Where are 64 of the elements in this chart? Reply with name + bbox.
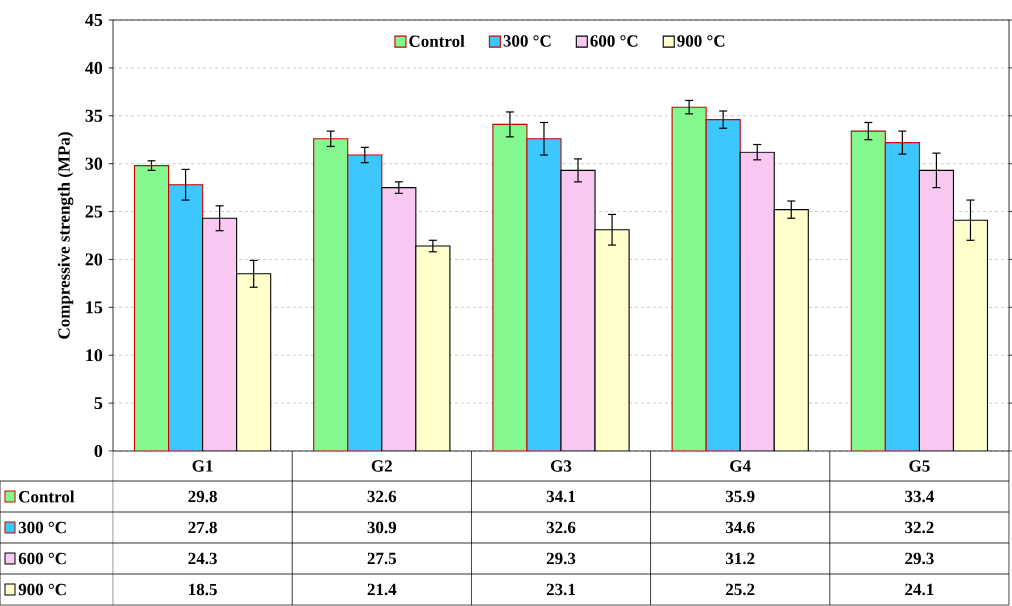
- data-label: 34.6: [725, 521, 755, 534]
- bar: [415, 245, 451, 451]
- data-label: 29.3: [546, 552, 576, 565]
- y-tick-label: 40: [85, 61, 103, 74]
- data-label: 25.2: [726, 583, 755, 596]
- data-label: 27.5: [367, 552, 397, 565]
- data-label: 24.1: [905, 583, 934, 596]
- y-tick-label: 10: [86, 349, 103, 362]
- y-tick-label: 20: [85, 253, 103, 266]
- text: 600 °C: [18, 552, 66, 565]
- text: 300 °C: [18, 521, 66, 534]
- bar: [492, 123, 528, 451]
- data-label: 35.9: [725, 490, 755, 503]
- data-label: 30.9: [367, 521, 397, 534]
- data-label: 32.2: [905, 521, 934, 534]
- bar: [594, 229, 630, 451]
- y-tick-label: 25: [85, 205, 103, 218]
- data-label: 24.3: [188, 552, 217, 565]
- bar: [381, 187, 417, 451]
- data-label: 29.3: [905, 552, 934, 565]
- legend-label: 600 °C: [590, 35, 638, 47]
- bar: [850, 130, 886, 451]
- text: Control: [19, 490, 75, 503]
- legend-label: 300 °C: [503, 35, 551, 47]
- bar: [313, 138, 349, 451]
- x-tick-label: G4: [730, 460, 751, 472]
- bar: [952, 219, 989, 451]
- data-label: 32.6: [367, 490, 397, 503]
- y-tick-label: 30: [85, 157, 103, 170]
- x-tick-label: G5: [909, 460, 930, 472]
- data-label: 27.8: [188, 521, 217, 534]
- data-label: 33.4: [905, 490, 934, 503]
- data-label: 29.8: [188, 490, 217, 503]
- legend-label: Control: [409, 34, 465, 47]
- bar: [133, 165, 170, 451]
- y-tick-label: 45: [85, 13, 103, 27]
- data-label: 23.1: [546, 583, 575, 596]
- y-tick-label: 5: [94, 397, 103, 410]
- data-label: 31.2: [725, 552, 755, 565]
- bar: [168, 184, 204, 451]
- bar: [560, 169, 596, 451]
- x-tick-label: G1: [192, 460, 213, 472]
- y-tick-label: 15: [86, 301, 103, 314]
- bar: [202, 217, 238, 451]
- bar: [347, 154, 383, 451]
- data-label: 34.1: [546, 490, 575, 503]
- legend-label: 900 °C: [677, 35, 725, 47]
- data-label: 21.4: [367, 583, 397, 596]
- y-tick-label: 0: [94, 444, 103, 458]
- bar: [773, 209, 809, 451]
- bar: [236, 273, 272, 451]
- x-tick-label: G2: [371, 460, 392, 472]
- bar: [739, 151, 775, 451]
- x-tick-label: G3: [550, 460, 572, 472]
- data-label: 18.5: [189, 583, 217, 596]
- bar: [705, 119, 741, 451]
- bar: [671, 106, 707, 451]
- data-label: 32.6: [546, 521, 576, 534]
- y-axis-title: Compressive strength (MPa): [57, 132, 74, 339]
- bar: [918, 169, 954, 451]
- text: 900 °C: [18, 583, 66, 596]
- bar: [884, 142, 920, 451]
- bar: [526, 138, 562, 451]
- y-tick-label: 35: [85, 109, 103, 122]
